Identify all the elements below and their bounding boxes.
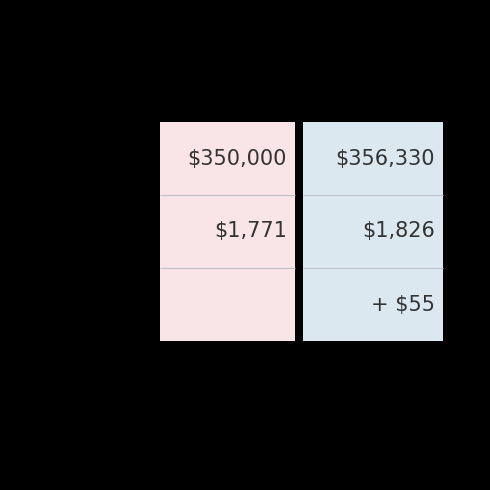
Bar [160,122,295,195]
Bar [160,268,295,341]
Bar [160,195,295,268]
Text: $1,826: $1,826 [362,221,435,242]
Text: $350,000: $350,000 [188,148,287,169]
Text: $356,330: $356,330 [336,148,435,169]
Bar [303,268,443,341]
Bar [303,195,443,268]
Text: $1,771: $1,771 [214,221,287,242]
Text: + $55: + $55 [371,294,435,315]
Bar [303,122,443,195]
